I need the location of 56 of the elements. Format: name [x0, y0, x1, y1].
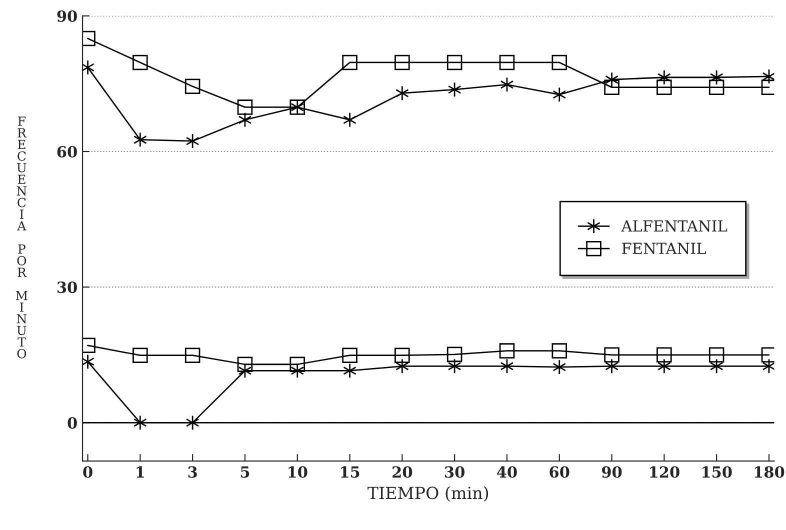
x-axis-title: TIEMPO (min): [368, 486, 488, 502]
point: [708, 347, 724, 363]
point: [132, 54, 148, 70]
x-tick-label: 5: [240, 466, 250, 478]
y-tick-label: 0: [68, 417, 77, 429]
point: [290, 356, 306, 372]
text: FRECUENCIA POR MINUTO: [16, 116, 28, 358]
point: [184, 78, 200, 94]
point: [394, 348, 410, 363]
point: [552, 343, 568, 358]
x-tick-label: 0: [83, 466, 92, 478]
x-tick-label: 1: [136, 466, 144, 478]
point: [604, 80, 620, 95]
point: [343, 363, 356, 378]
point: [446, 54, 462, 70]
point: [395, 86, 409, 101]
legend-label: FENTANIL: [622, 242, 706, 254]
point: [343, 112, 356, 128]
x-tick-label: 15: [341, 466, 360, 478]
x-tick-label: 180: [754, 466, 784, 478]
point: [184, 348, 200, 363]
x-tick-label: 90: [602, 466, 622, 478]
x-tick-label: 40: [496, 466, 517, 478]
point: [186, 415, 200, 430]
point: [186, 133, 200, 149]
point: [499, 54, 515, 70]
point: [446, 346, 462, 362]
point: [342, 348, 358, 363]
point: [552, 54, 568, 70]
point: [656, 347, 672, 363]
y-tick-label: 90: [57, 10, 77, 22]
x-tick-label: 30: [445, 466, 464, 478]
point: [342, 54, 358, 70]
point: [237, 100, 253, 115]
point: [552, 359, 566, 375]
point: [499, 343, 515, 358]
point: [604, 347, 620, 363]
point: [394, 54, 410, 70]
x-tick-label: 20: [392, 466, 412, 478]
point: [237, 356, 253, 372]
point: [448, 82, 462, 98]
point: [132, 348, 148, 363]
point: [708, 80, 724, 95]
point: [552, 86, 566, 102]
x-tick-label: 120: [650, 466, 680, 478]
point: [133, 132, 147, 148]
x-tick-label: 10: [288, 466, 308, 478]
point: [656, 80, 672, 95]
legend-label: ALFENTANIL: [621, 220, 728, 232]
y-tick-label: 60: [57, 146, 77, 158]
point: [133, 415, 147, 430]
x-tick-label: 60: [550, 466, 570, 478]
x-tick-label: 150: [702, 466, 732, 478]
x-tick-label: 3: [188, 466, 197, 478]
point: [448, 358, 462, 374]
y-tick-label: 30: [57, 282, 77, 294]
